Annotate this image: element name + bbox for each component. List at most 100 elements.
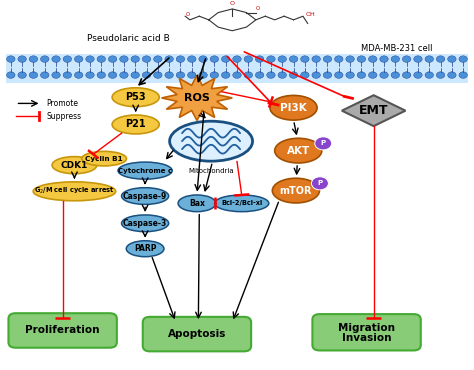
Ellipse shape (178, 195, 216, 212)
Text: PI3K: PI3K (280, 103, 307, 113)
Circle shape (74, 72, 83, 78)
Circle shape (380, 56, 388, 63)
Circle shape (323, 72, 332, 78)
Circle shape (119, 56, 128, 63)
Text: O: O (256, 6, 260, 11)
Circle shape (255, 56, 264, 63)
Circle shape (221, 72, 230, 78)
Circle shape (7, 72, 15, 78)
Circle shape (289, 72, 298, 78)
FancyBboxPatch shape (6, 54, 468, 83)
Circle shape (52, 56, 60, 63)
Circle shape (315, 137, 332, 150)
Ellipse shape (270, 95, 317, 120)
Polygon shape (342, 95, 405, 126)
Text: Cytochrome c: Cytochrome c (118, 168, 172, 174)
FancyBboxPatch shape (9, 313, 117, 348)
FancyBboxPatch shape (143, 317, 251, 351)
Circle shape (414, 56, 422, 63)
Circle shape (267, 72, 275, 78)
Text: PARP: PARP (134, 244, 156, 253)
Circle shape (97, 72, 106, 78)
Circle shape (368, 56, 377, 63)
Circle shape (188, 72, 196, 78)
Ellipse shape (118, 162, 172, 179)
Circle shape (346, 72, 355, 78)
Circle shape (74, 56, 83, 63)
Circle shape (312, 72, 320, 78)
Circle shape (437, 56, 445, 63)
Circle shape (142, 72, 151, 78)
Circle shape (210, 72, 219, 78)
Text: Bax: Bax (189, 199, 205, 208)
Ellipse shape (275, 138, 322, 163)
Circle shape (244, 72, 253, 78)
Ellipse shape (52, 157, 97, 174)
Ellipse shape (112, 88, 159, 107)
Text: EMT: EMT (359, 104, 388, 117)
Ellipse shape (126, 241, 164, 257)
Circle shape (323, 56, 332, 63)
Circle shape (109, 56, 117, 63)
Circle shape (176, 72, 185, 78)
Circle shape (368, 72, 377, 78)
Text: Mitochondria: Mitochondria (188, 168, 234, 174)
Text: O: O (185, 12, 190, 17)
Circle shape (29, 72, 37, 78)
Circle shape (18, 72, 27, 78)
Circle shape (402, 72, 411, 78)
Text: Suppress: Suppress (46, 112, 81, 121)
Text: P: P (321, 140, 326, 147)
Circle shape (402, 56, 411, 63)
Ellipse shape (273, 178, 319, 203)
Text: Migration: Migration (338, 323, 395, 333)
Ellipse shape (82, 151, 127, 166)
Text: P21: P21 (126, 120, 146, 130)
Circle shape (131, 56, 139, 63)
Circle shape (447, 72, 456, 78)
Circle shape (18, 56, 27, 63)
Text: MDA-MB-231 cell: MDA-MB-231 cell (362, 44, 433, 53)
Circle shape (447, 56, 456, 63)
Ellipse shape (112, 115, 159, 134)
Circle shape (109, 72, 117, 78)
Text: Caspase-3: Caspase-3 (123, 219, 167, 228)
Text: Cyclin B1: Cyclin B1 (85, 156, 123, 162)
Circle shape (380, 72, 388, 78)
Circle shape (425, 72, 434, 78)
Circle shape (244, 56, 253, 63)
Circle shape (233, 72, 241, 78)
Circle shape (357, 72, 365, 78)
Text: Caspase-9: Caspase-9 (123, 192, 167, 201)
Circle shape (335, 72, 343, 78)
Text: G$_2$/M cell cycle arrest: G$_2$/M cell cycle arrest (34, 186, 115, 196)
Circle shape (86, 72, 94, 78)
Circle shape (97, 56, 106, 63)
Ellipse shape (33, 182, 116, 201)
Circle shape (142, 56, 151, 63)
Text: P: P (318, 180, 322, 186)
Text: Proliferation: Proliferation (26, 326, 100, 336)
Polygon shape (162, 75, 232, 121)
Circle shape (86, 56, 94, 63)
Circle shape (335, 56, 343, 63)
Circle shape (7, 56, 15, 63)
Circle shape (40, 72, 49, 78)
Circle shape (255, 72, 264, 78)
Ellipse shape (170, 121, 253, 161)
Circle shape (289, 56, 298, 63)
Circle shape (154, 56, 162, 63)
Circle shape (459, 56, 467, 63)
Circle shape (119, 72, 128, 78)
Ellipse shape (121, 188, 169, 204)
Circle shape (311, 177, 328, 190)
Circle shape (391, 72, 400, 78)
Ellipse shape (121, 215, 169, 232)
Circle shape (357, 56, 365, 63)
Circle shape (346, 56, 355, 63)
Text: Pseudolaric acid B: Pseudolaric acid B (87, 34, 170, 43)
Circle shape (154, 72, 162, 78)
Text: Invasion: Invasion (342, 333, 392, 343)
Text: Bcl-2/Bcl-xl: Bcl-2/Bcl-xl (221, 200, 262, 206)
Circle shape (301, 56, 309, 63)
